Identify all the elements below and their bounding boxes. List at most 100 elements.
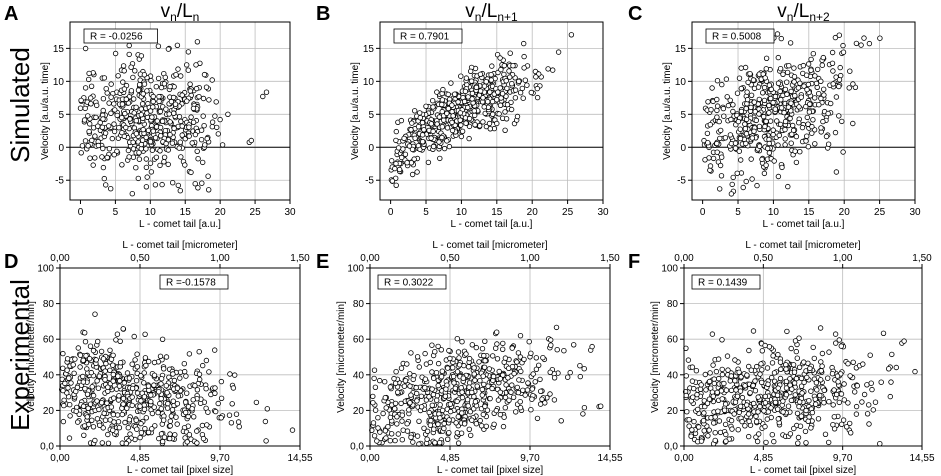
data-point bbox=[190, 119, 197, 125]
data-point bbox=[124, 370, 131, 376]
data-point bbox=[104, 154, 110, 161]
data-point bbox=[707, 121, 713, 128]
data-point bbox=[212, 113, 218, 119]
data-point bbox=[138, 430, 145, 436]
data-point bbox=[82, 45, 89, 52]
data-point bbox=[430, 97, 436, 104]
data-point bbox=[502, 405, 508, 411]
data-point bbox=[481, 352, 487, 359]
data-point bbox=[130, 74, 136, 81]
data-point bbox=[736, 369, 742, 375]
data-point bbox=[468, 78, 475, 84]
data-point bbox=[468, 68, 474, 74]
data-point bbox=[78, 97, 84, 104]
data-point bbox=[401, 135, 407, 142]
data-point bbox=[707, 370, 713, 376]
data-point bbox=[769, 374, 775, 381]
data-point bbox=[780, 398, 786, 404]
data-point bbox=[832, 34, 839, 41]
title-subscript: n bbox=[170, 10, 177, 24]
data-point bbox=[427, 359, 433, 366]
data-point bbox=[143, 184, 150, 190]
data-point bbox=[455, 440, 462, 446]
data-point bbox=[80, 373, 86, 380]
data-point bbox=[150, 104, 156, 110]
data-point bbox=[850, 359, 856, 365]
x-tick-label: 4,85 bbox=[440, 453, 460, 464]
data-point bbox=[840, 149, 846, 155]
data-point bbox=[752, 378, 758, 384]
data-point bbox=[459, 128, 466, 134]
data-point bbox=[738, 157, 744, 163]
data-point bbox=[99, 154, 105, 160]
data-point bbox=[787, 40, 794, 46]
data-point bbox=[447, 401, 453, 407]
data-point bbox=[830, 81, 836, 87]
data-point bbox=[195, 155, 201, 162]
data-point bbox=[421, 127, 427, 133]
data-point bbox=[442, 393, 449, 399]
data-point bbox=[697, 386, 704, 392]
data-point bbox=[813, 380, 820, 386]
data-point bbox=[480, 411, 486, 418]
data-point bbox=[447, 408, 454, 415]
x-tick-label: 9,70 bbox=[833, 453, 853, 464]
data-point bbox=[869, 386, 875, 393]
data-point bbox=[111, 101, 117, 107]
data-point bbox=[186, 351, 193, 357]
x-axis-label: L - comet tail [pixel size] bbox=[750, 465, 857, 476]
data-point bbox=[248, 137, 254, 144]
data-point bbox=[229, 401, 235, 407]
data-point bbox=[727, 97, 733, 103]
y-tick-label: 5 bbox=[58, 110, 64, 121]
data-point bbox=[111, 419, 117, 425]
data-point bbox=[86, 70, 92, 77]
data-point bbox=[233, 411, 240, 417]
data-point bbox=[158, 381, 164, 387]
data-point bbox=[763, 66, 769, 72]
data-point bbox=[119, 101, 126, 107]
data-point bbox=[160, 417, 167, 423]
data-point bbox=[143, 415, 149, 421]
data-point bbox=[796, 364, 803, 370]
data-point bbox=[143, 156, 149, 162]
data-point bbox=[134, 364, 140, 370]
data-point bbox=[787, 376, 793, 382]
x-tick-label: 9,70 bbox=[210, 453, 230, 464]
data-point bbox=[714, 114, 720, 120]
data-point bbox=[810, 344, 816, 351]
data-point bbox=[529, 396, 535, 402]
data-point bbox=[119, 162, 125, 168]
data-point bbox=[155, 409, 161, 416]
data-point bbox=[841, 381, 847, 387]
data-point bbox=[861, 35, 867, 41]
data-point bbox=[788, 88, 794, 95]
data-point bbox=[138, 398, 144, 404]
data-point bbox=[748, 92, 755, 98]
data-point bbox=[779, 164, 785, 171]
data-point bbox=[807, 101, 813, 107]
data-point bbox=[819, 363, 825, 369]
data-point bbox=[97, 119, 103, 126]
y-tick-label: 20 bbox=[353, 406, 365, 417]
data-point bbox=[507, 50, 513, 56]
data-point bbox=[120, 79, 126, 85]
data-point bbox=[704, 130, 711, 137]
data-point bbox=[105, 431, 111, 438]
x-tick-label: 4,85 bbox=[754, 453, 774, 464]
data-point bbox=[185, 67, 191, 73]
data-point bbox=[87, 95, 94, 101]
data-point bbox=[565, 374, 571, 380]
data-point bbox=[165, 147, 171, 153]
data-point bbox=[231, 372, 238, 378]
data-point bbox=[218, 415, 224, 421]
data-point bbox=[517, 333, 524, 339]
data-point bbox=[481, 104, 487, 110]
data-point bbox=[770, 353, 776, 359]
data-point bbox=[797, 80, 803, 86]
data-point bbox=[101, 175, 107, 182]
data-point bbox=[136, 156, 143, 162]
data-point bbox=[418, 404, 425, 410]
data-point bbox=[515, 350, 522, 356]
